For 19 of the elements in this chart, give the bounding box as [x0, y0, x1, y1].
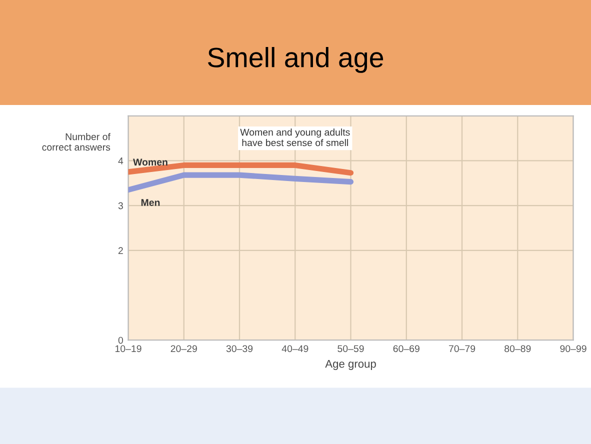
y-tick-label: 0 — [118, 336, 124, 344]
y-axis-title: Number of correct answers — [42, 133, 110, 151]
x-tick-label: 70–79 — [448, 345, 476, 352]
x-tick-label: 50–59 — [338, 345, 364, 352]
x-tick-label: 60–69 — [393, 345, 420, 352]
series-label: Men — [141, 199, 160, 206]
y-tick-label: 2 — [118, 247, 123, 254]
y-tick-label: 3 — [118, 202, 123, 210]
x-tick-label: 30–39 — [226, 345, 253, 352]
x-tick-label: 10–19 — [115, 345, 142, 352]
x-axis-title: Age group — [325, 360, 376, 370]
series-label: Women — [133, 158, 168, 166]
x-tick-label: 80–89 — [504, 345, 531, 352]
annotation: Women and young adults have best sense of smell — [240, 128, 350, 146]
y-tick-label: 4 — [118, 158, 124, 164]
x-tick-label: 90–99 — [560, 345, 586, 352]
x-tick-label: 40–49 — [282, 345, 308, 352]
x-tick-label: 20–29 — [170, 345, 197, 352]
chart-title: Smell and age — [208, 46, 384, 73]
